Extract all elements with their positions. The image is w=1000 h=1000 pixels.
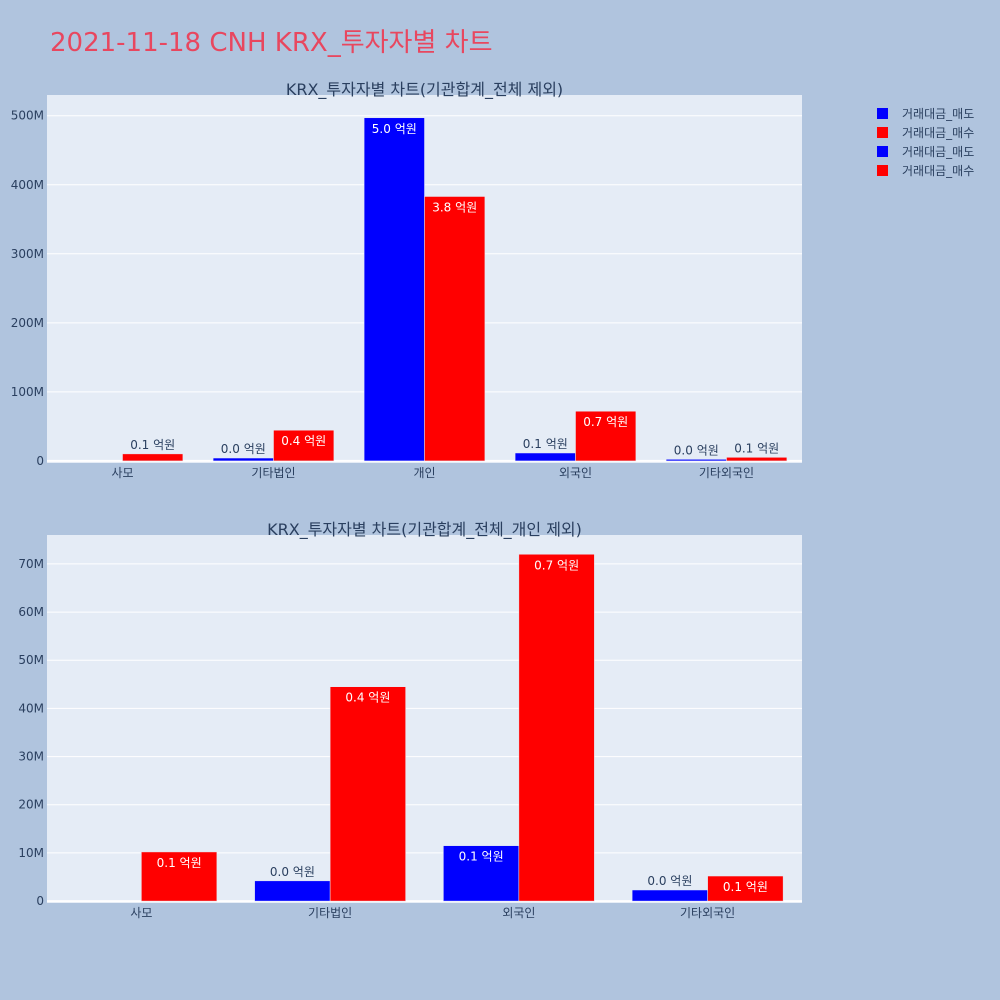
x-tick-label: 외국인 <box>559 466 592 480</box>
bar-buy <box>424 196 486 462</box>
y-tick-label: 10M <box>18 846 44 860</box>
bar-buy <box>273 429 335 462</box>
legend-swatch <box>877 127 888 138</box>
data-label: 0.7 억원 <box>583 415 628 429</box>
legend-swatch <box>877 146 888 157</box>
data-label: 5.0 억원 <box>372 122 417 136</box>
bar-buy <box>518 554 595 902</box>
x-tick-label: 기타법인 <box>308 906 352 920</box>
bar-buy <box>122 453 184 462</box>
data-label: 0.4 억원 <box>281 434 326 448</box>
plot-area <box>47 535 802 903</box>
y-tick-label: 400M <box>11 178 44 192</box>
data-label: 0.0 억원 <box>674 443 719 457</box>
y-tick-label: 20M <box>18 798 44 812</box>
chart-panel-1: 0 100M 200M 300M 400M 500M KRX_투자자별 차트(기관합계_전체… <box>11 80 802 480</box>
data-label: 0.1 억원 <box>157 856 202 870</box>
data-label: 0.0 억원 <box>647 874 692 888</box>
y-tick-label: 300M <box>11 247 44 261</box>
y-tick-label: 30M <box>18 750 44 764</box>
y-tick-label: 40M <box>18 701 44 715</box>
data-label: 0.7 억원 <box>534 558 579 572</box>
bar-sell <box>443 845 520 902</box>
bar-sell <box>254 880 331 902</box>
y-tick-label: 0 <box>36 894 44 908</box>
y-tick-label: 500M <box>11 109 44 123</box>
data-label: 0.0 억원 <box>221 442 266 456</box>
bar-sell <box>363 117 425 462</box>
y-tick-label: 0 <box>36 454 44 468</box>
bar-buy <box>726 457 788 462</box>
legend-label: 거래대금_매도 <box>902 107 974 121</box>
bar-buy <box>141 851 218 902</box>
data-label: 0.0 억원 <box>270 865 315 879</box>
x-tick-label: 개인 <box>413 466 435 480</box>
legend-item[interactable]: 거래대금_매도 <box>877 107 974 121</box>
bar-buy <box>707 875 784 902</box>
y-tick-label: 100M <box>11 385 44 399</box>
x-tick-label: 기타외국인 <box>680 906 735 920</box>
y-tick-label: 70M <box>18 557 44 571</box>
bar-buy <box>575 410 637 462</box>
x-tick-label: 사모 <box>130 906 152 920</box>
bar-sell <box>665 459 727 462</box>
chart-title: KRX_투자자별 차트(기관합계_전체_개인 제외) <box>267 520 582 540</box>
bar-sell <box>514 452 576 462</box>
legend-swatch <box>877 108 888 119</box>
bar-sell <box>212 457 274 462</box>
data-label: 0.1 억원 <box>723 880 768 894</box>
data-label: 0.1 억원 <box>523 437 568 451</box>
data-label: 0.1 억원 <box>130 438 175 452</box>
data-label: 0.1 억원 <box>459 850 504 864</box>
legend-swatch <box>877 165 888 176</box>
y-tick-label: 60M <box>18 605 44 619</box>
legend-label: 거래대금_매수 <box>902 126 974 140</box>
x-tick-label: 사모 <box>111 466 133 480</box>
legend-item[interactable]: 거래대금_매수 <box>877 164 974 178</box>
chart-title: KRX_투자자별 차트(기관합계_전체 제외) <box>286 80 563 100</box>
x-tick-label: 외국인 <box>502 906 535 920</box>
bar-buy <box>329 686 406 902</box>
data-label: 0.4 억원 <box>345 691 390 705</box>
data-label: 3.8 억원 <box>432 200 477 214</box>
legend-label: 거래대금_매수 <box>902 164 974 178</box>
legend-item[interactable]: 거래대금_매수 <box>877 126 974 140</box>
legend-item[interactable]: 거래대금_매도 <box>877 145 974 159</box>
chart-panel-2: 0 10M 20M 30M 40M 50M 60M 70M KRX_투자자별 차트(기관합계_전… <box>18 520 802 920</box>
page-title: 2021-11-18 CNH KRX_투자자별 차트 <box>50 28 493 58</box>
x-tick-label: 기타법인 <box>251 466 295 480</box>
y-tick-label: 200M <box>11 316 44 330</box>
bar-sell <box>631 889 708 902</box>
y-tick-label: 50M <box>18 653 44 667</box>
x-tick-label: 기타외국인 <box>699 466 754 480</box>
data-label: 0.1 억원 <box>734 441 779 455</box>
legend-label: 거래대금_매도 <box>902 145 974 159</box>
